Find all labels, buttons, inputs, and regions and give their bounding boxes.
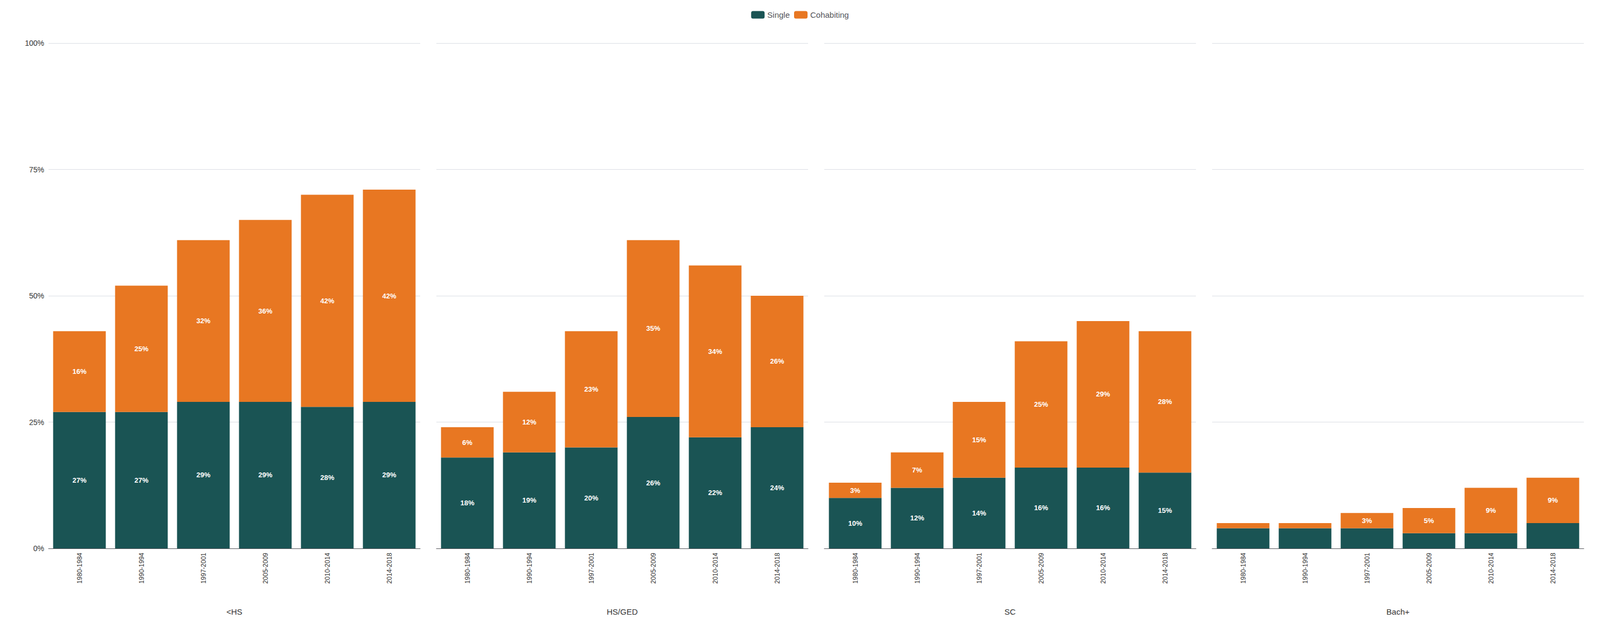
svg-text:24%: 24% xyxy=(769,483,784,492)
svg-text:1980-1984: 1980-1984 xyxy=(851,552,860,584)
svg-text:1997-2001: 1997-2001 xyxy=(975,552,984,584)
svg-text:26%: 26% xyxy=(645,478,660,488)
svg-text:42%: 42% xyxy=(320,296,335,305)
svg-text:20%: 20% xyxy=(583,494,598,503)
svg-text:25%: 25% xyxy=(29,418,45,427)
svg-text:2005-2009: 2005-2009 xyxy=(1425,552,1433,584)
svg-text:1990-1994: 1990-1994 xyxy=(1301,552,1310,584)
svg-text:1990-1994: 1990-1994 xyxy=(525,552,534,584)
svg-text:3%: 3% xyxy=(1361,516,1373,525)
svg-text:25%: 25% xyxy=(134,344,149,353)
svg-text:2014-2018: 2014-2018 xyxy=(1549,552,1557,584)
svg-text:5%: 5% xyxy=(1423,516,1435,525)
svg-text:2014-2018: 2014-2018 xyxy=(385,552,394,584)
svg-text:6%: 6% xyxy=(462,438,473,447)
svg-text:10%: 10% xyxy=(847,519,862,528)
svg-text:HS/GED: HS/GED xyxy=(606,607,638,617)
svg-text:1990-1994: 1990-1994 xyxy=(913,552,922,584)
svg-text:1980-1984: 1980-1984 xyxy=(1239,552,1248,584)
svg-text:75%: 75% xyxy=(29,165,45,175)
svg-text:29%: 29% xyxy=(258,470,273,479)
svg-text:22%: 22% xyxy=(707,488,722,497)
svg-text:36%: 36% xyxy=(258,307,273,316)
svg-text:2010-2014: 2010-2014 xyxy=(323,552,332,584)
svg-text:1980-1984: 1980-1984 xyxy=(75,552,84,584)
svg-text:14%: 14% xyxy=(971,509,986,518)
svg-text:7%: 7% xyxy=(912,465,923,475)
svg-text:27%: 27% xyxy=(72,476,87,485)
svg-text:1997-2001: 1997-2001 xyxy=(1363,552,1372,584)
svg-text:Single: Single xyxy=(767,10,790,20)
svg-text:9%: 9% xyxy=(1547,496,1558,505)
svg-text:23%: 23% xyxy=(583,385,598,394)
svg-text:16%: 16% xyxy=(1095,503,1110,512)
svg-text:29%: 29% xyxy=(1095,390,1110,399)
svg-text:1980-1984: 1980-1984 xyxy=(463,552,472,584)
svg-text:12%: 12% xyxy=(909,513,924,523)
svg-text:2005-2009: 2005-2009 xyxy=(261,552,270,584)
svg-text:42%: 42% xyxy=(381,291,396,301)
svg-text:29%: 29% xyxy=(196,470,211,479)
svg-text:35%: 35% xyxy=(645,324,660,333)
svg-text:15%: 15% xyxy=(1157,506,1172,515)
svg-text:1990-1994: 1990-1994 xyxy=(137,552,146,584)
svg-text:25%: 25% xyxy=(1033,400,1048,409)
svg-text:15%: 15% xyxy=(971,435,986,444)
svg-text:<HS: <HS xyxy=(226,607,243,617)
svg-text:2014-2018: 2014-2018 xyxy=(773,552,782,584)
svg-text:32%: 32% xyxy=(196,316,211,325)
svg-text:2005-2009: 2005-2009 xyxy=(1037,552,1046,584)
svg-text:SC: SC xyxy=(1004,607,1017,617)
svg-text:28%: 28% xyxy=(1157,397,1172,406)
svg-text:34%: 34% xyxy=(707,347,722,356)
svg-text:29%: 29% xyxy=(381,470,396,479)
svg-text:0%: 0% xyxy=(33,544,45,553)
svg-text:9%: 9% xyxy=(1485,506,1497,515)
svg-text:100%: 100% xyxy=(24,38,45,48)
svg-text:Bach+: Bach+ xyxy=(1386,607,1410,617)
svg-text:18%: 18% xyxy=(460,498,475,507)
svg-text:28%: 28% xyxy=(320,473,335,482)
svg-text:1997-2001: 1997-2001 xyxy=(199,552,208,584)
svg-text:19%: 19% xyxy=(522,496,537,505)
svg-text:2010-2014: 2010-2014 xyxy=(1099,552,1108,584)
svg-text:2010-2014: 2010-2014 xyxy=(1487,552,1495,584)
svg-text:3%: 3% xyxy=(850,486,861,495)
svg-text:16%: 16% xyxy=(72,367,87,376)
svg-text:2010-2014: 2010-2014 xyxy=(711,552,720,584)
svg-text:26%: 26% xyxy=(769,357,784,366)
svg-text:1997-2001: 1997-2001 xyxy=(587,552,596,584)
svg-text:12%: 12% xyxy=(522,418,537,427)
svg-text:2014-2018: 2014-2018 xyxy=(1161,552,1170,584)
svg-text:50%: 50% xyxy=(29,291,45,301)
svg-text:Cohabiting: Cohabiting xyxy=(810,10,850,20)
svg-text:27%: 27% xyxy=(134,476,149,485)
svg-text:16%: 16% xyxy=(1033,503,1048,512)
svg-text:2005-2009: 2005-2009 xyxy=(649,552,658,584)
